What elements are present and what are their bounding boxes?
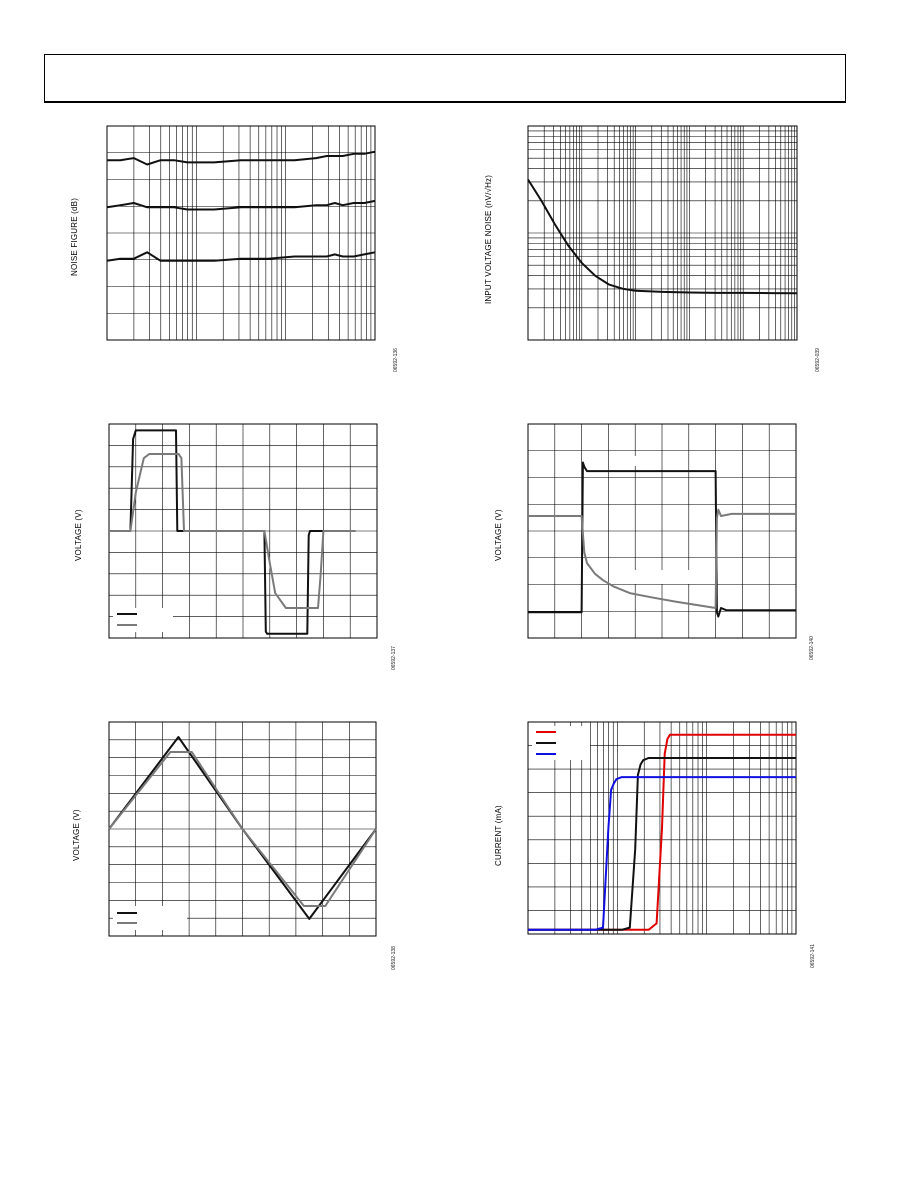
series-line-2 bbox=[108, 751, 377, 907]
series-line-3 bbox=[528, 776, 796, 931]
series-line-1 bbox=[107, 150, 376, 166]
plot-frame bbox=[527, 721, 797, 935]
legend-box bbox=[113, 608, 173, 632]
series-line-1 bbox=[528, 461, 796, 618]
series-line-2 bbox=[528, 757, 796, 931]
series-line-1 bbox=[527, 178, 798, 295]
plot-frame bbox=[527, 125, 798, 341]
page-header-box bbox=[44, 54, 846, 103]
label-box bbox=[630, 570, 706, 584]
series-line-2 bbox=[528, 508, 796, 609]
plot-frame bbox=[527, 423, 797, 639]
series-line-1 bbox=[528, 733, 796, 931]
series-line-2 bbox=[109, 453, 356, 609]
label-box bbox=[624, 456, 658, 466]
legend-box bbox=[113, 906, 187, 930]
series-line-2 bbox=[106, 199, 376, 211]
series-line-3 bbox=[106, 251, 376, 262]
plot-frame bbox=[106, 125, 376, 341]
